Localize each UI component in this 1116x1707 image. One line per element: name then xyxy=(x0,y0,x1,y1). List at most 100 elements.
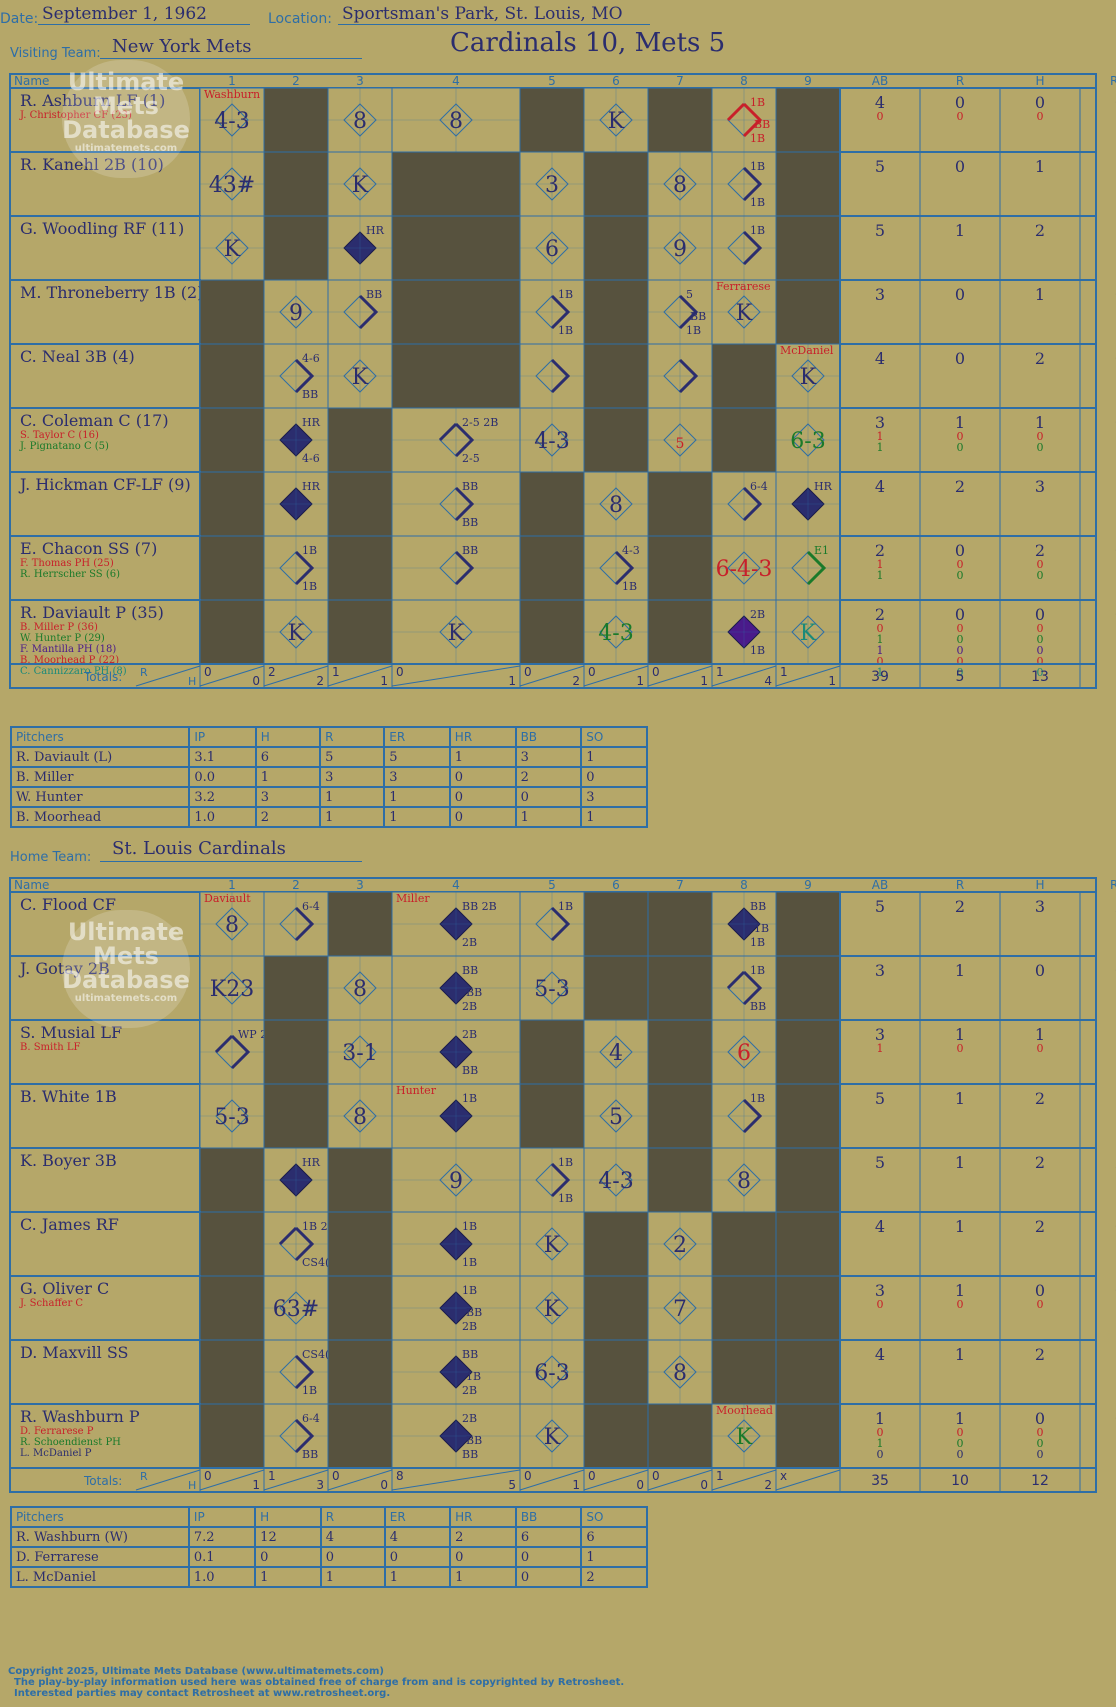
date-label: Date: xyxy=(0,11,39,27)
pitch-stat-header: R xyxy=(319,726,386,748)
player-stat: 0 xyxy=(957,430,964,443)
inning-runs: 0 xyxy=(652,665,660,679)
player-stat: 0 xyxy=(1115,349,1116,368)
player-stat: 0 xyxy=(1035,1281,1045,1300)
pitch-stat-header: BB xyxy=(514,726,583,748)
player-stat: 2 xyxy=(1035,221,1045,240)
player-name: G. Oliver C xyxy=(20,1279,109,1298)
play-result: 2 xyxy=(673,1233,687,1258)
inning-cell xyxy=(327,599,393,665)
player-name: R. Daviault P (35) xyxy=(20,603,164,622)
player-stat: 0 xyxy=(877,1448,884,1461)
pitch-stat: 1 xyxy=(319,1566,386,1588)
player-stat: 0 xyxy=(955,285,965,304)
inning-cell xyxy=(519,535,585,601)
base-note: 2-5 2B xyxy=(462,416,498,429)
basepath xyxy=(678,358,699,394)
player-stat: 0 xyxy=(1115,285,1116,304)
hits-label: H xyxy=(188,1479,196,1492)
pitch-stat: 4 xyxy=(319,1526,386,1548)
player-stat: 0 xyxy=(1035,605,1045,624)
total-stat: 13 xyxy=(1031,669,1049,685)
inning-cell xyxy=(775,215,841,281)
player-stat: 3 xyxy=(875,285,885,304)
player-stat: 1 xyxy=(955,1345,965,1364)
base-note: 1B xyxy=(686,324,701,337)
base-note: 2B xyxy=(462,1384,477,1397)
pitch-stat: 5 xyxy=(383,746,451,768)
inning-runs: 2 xyxy=(268,665,276,679)
player-stat: 0 xyxy=(1037,655,1044,668)
inning-cell xyxy=(263,151,329,217)
basepath xyxy=(550,294,571,330)
basepath xyxy=(294,906,315,942)
pitch-stat: 4 xyxy=(383,1526,452,1548)
player-stat: 0 xyxy=(1037,1448,1044,1461)
player-stat: 0 xyxy=(955,93,965,112)
basepath xyxy=(454,422,475,458)
game-location: Sportsman's Park, St. Louis, MO xyxy=(342,4,623,24)
base-note: BB xyxy=(462,964,478,977)
player-stat: 1 xyxy=(875,1409,885,1428)
inning-cell xyxy=(647,1147,713,1213)
pitch-stat: 1 xyxy=(448,746,517,768)
inning-hits: 2 xyxy=(316,674,324,688)
base-note: BB xyxy=(302,1448,318,1461)
hits-label: H xyxy=(188,675,196,688)
basepath xyxy=(294,358,315,394)
inning-cell xyxy=(199,1403,265,1469)
inning-cell xyxy=(775,87,841,153)
player-name: C. Coleman C (17) xyxy=(20,411,169,430)
base-note: BB 2B xyxy=(462,900,497,913)
pitch-stat-header: HR xyxy=(449,1506,517,1528)
inning-cell xyxy=(519,471,585,537)
player-stat: 2 xyxy=(875,605,885,624)
base-note: 1B xyxy=(622,580,637,593)
stat-cell xyxy=(1079,1339,1097,1405)
player-stat: 1 xyxy=(877,558,884,571)
base-note: BB xyxy=(750,1000,766,1013)
pitch-stat: 3 xyxy=(319,766,386,788)
pitcher-change: Washburn xyxy=(204,88,260,101)
pitch-stat: 1 xyxy=(514,806,583,828)
player-stat: 1 xyxy=(955,1409,965,1428)
pitch-stat: 5 xyxy=(319,746,386,768)
inning-header-8: 8 xyxy=(740,878,748,892)
inning-cell xyxy=(711,1339,777,1405)
pitch-stat: 3.2 xyxy=(188,786,257,808)
play-result: K xyxy=(544,1425,561,1450)
player-stat: 0 xyxy=(1037,441,1044,454)
inning-hits: 2 xyxy=(572,674,580,688)
inning-runs: 1 xyxy=(716,1469,724,1483)
inning-hits: 5 xyxy=(508,1478,516,1492)
player-stat: 0 xyxy=(877,622,884,635)
player-stat: 0 xyxy=(955,605,965,624)
game-title: Cardinals 10, Mets 5 xyxy=(450,28,726,58)
inning-cell xyxy=(391,215,521,281)
pitch-stat: 1.0 xyxy=(188,806,257,828)
player-stat: 0 xyxy=(957,644,964,657)
total-stat: 35 xyxy=(871,1473,889,1489)
pitch-stat: 2 xyxy=(514,766,583,788)
pitcher-name: W. Hunter xyxy=(9,786,191,808)
player-stat: 2 xyxy=(1035,1345,1045,1364)
copyright: Copyright 2025, Ultimate Mets Database (… xyxy=(8,1666,384,1677)
basepath xyxy=(294,1354,315,1390)
pitch-stat-header: ER xyxy=(383,726,451,748)
inning-cell xyxy=(775,1019,841,1085)
player-stat: 2 xyxy=(955,897,965,916)
play-result: 8 xyxy=(225,913,239,938)
base-note: 1B xyxy=(558,1192,573,1205)
inning-runs: 0 xyxy=(652,1469,660,1483)
pitch-stat: 0 xyxy=(448,806,517,828)
base-note: 1B xyxy=(754,922,769,935)
basepath xyxy=(678,294,699,330)
player-stat: 4 xyxy=(875,93,885,112)
inning-cell xyxy=(199,535,265,601)
player-name: R. Washburn P xyxy=(20,1407,140,1426)
stat-header-r: R xyxy=(956,74,964,88)
inning-header-9: 9 xyxy=(804,74,812,88)
home-pitchers-table: Pitchers IP H R ER HR BB SO R. Washburn (W) 7.2 12… xyxy=(10,1506,648,1588)
pitch-stat-header: ER xyxy=(383,1506,452,1528)
